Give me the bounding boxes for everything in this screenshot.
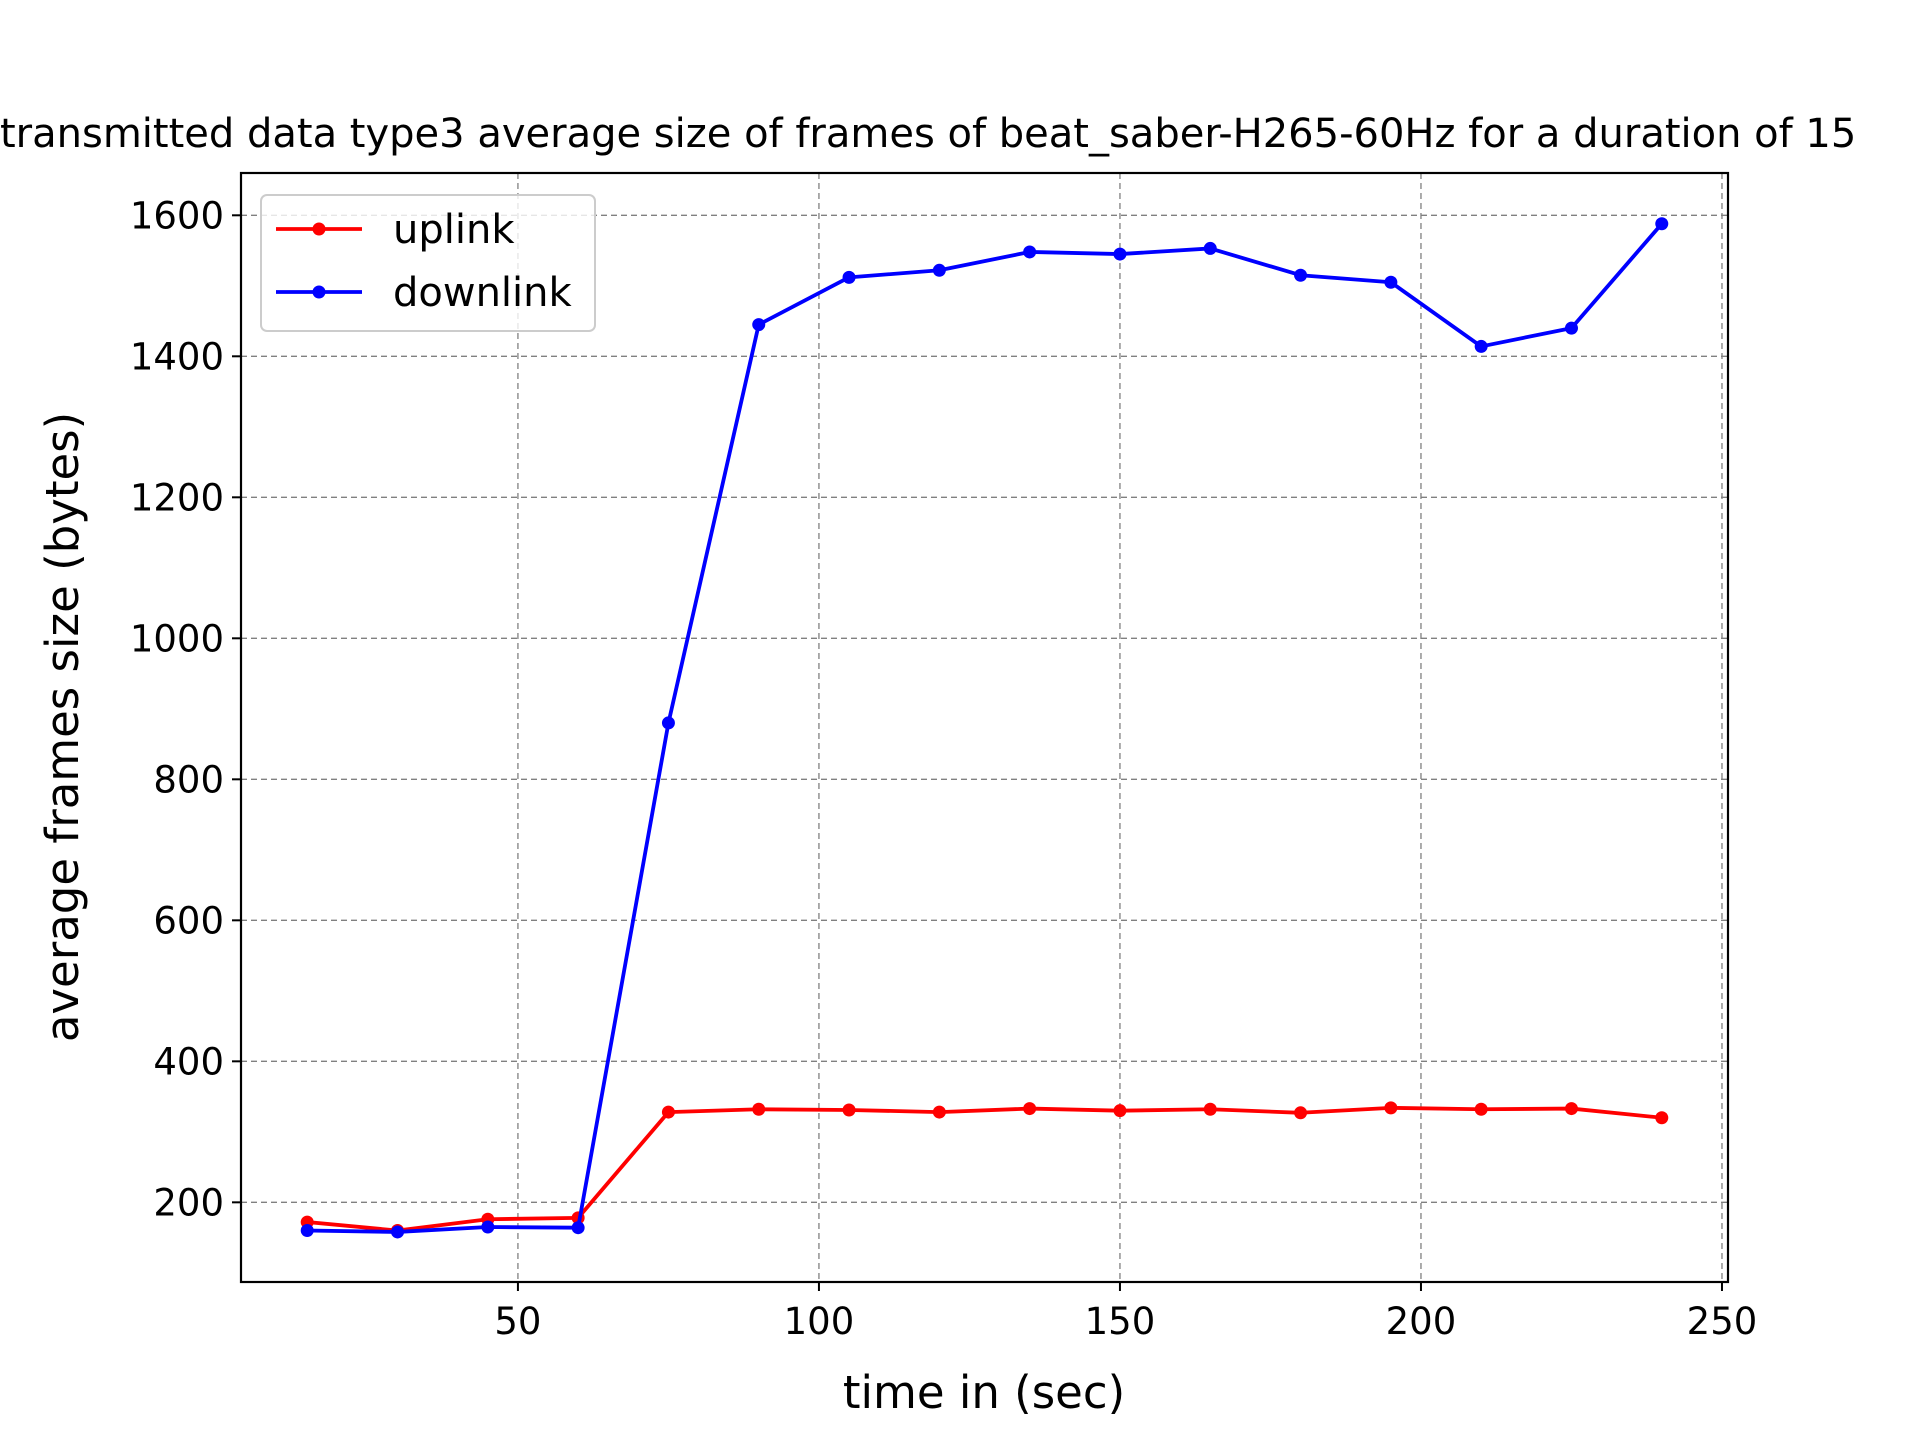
uplink-point (1474, 1102, 1488, 1116)
y-tick-label: 400 (153, 1040, 224, 1083)
downlink-point (1564, 321, 1578, 335)
uplink-point (1203, 1102, 1217, 1116)
y-tick-label: 600 (153, 899, 224, 942)
y-axis-label: average frames size (bytes) (36, 412, 89, 1042)
downlink-point (752, 318, 766, 332)
x-axis-label: time in (sec) (843, 1366, 1125, 1419)
uplink-point (932, 1105, 946, 1119)
uplink-point (1023, 1102, 1037, 1116)
downlink-point (1384, 275, 1398, 289)
downlink-point (1203, 241, 1217, 255)
uplink-point (1294, 1106, 1308, 1120)
y-tick-label: 1200 (130, 476, 224, 519)
uplink-line (305, 1105, 1664, 1233)
legend-marker-downlink (312, 285, 326, 299)
downlink-line (305, 221, 1665, 1234)
downlink-point (1023, 245, 1037, 259)
uplink-point (1655, 1111, 1669, 1125)
x-tick-label: 50 (494, 1300, 541, 1343)
uplink-point (1384, 1101, 1398, 1115)
legend-marker-uplink (312, 222, 326, 236)
downlink-point (932, 263, 946, 277)
uplink-point (842, 1103, 856, 1117)
legend-entry-uplink: uplink (276, 207, 515, 253)
x-tick-label: 250 (1687, 1300, 1758, 1343)
x-axis: 50 100 150 200 250 (494, 1282, 1757, 1343)
y-axis: 200 400 600 800 1000 1200 1400 1600 (130, 194, 241, 1224)
uplink-point (1113, 1104, 1127, 1118)
legend: uplink downlink (260, 194, 596, 332)
downlink-point (1294, 268, 1308, 282)
y-tick-label: 1000 (130, 617, 224, 660)
downlink-point (842, 270, 856, 284)
y-tick-label: 800 (153, 758, 224, 801)
downlink-point (661, 716, 675, 730)
plot-frame (239, 171, 1730, 1284)
chart-title: transmitted data type3 average size of f… (0, 111, 1856, 157)
downlink-point (300, 1224, 314, 1238)
uplink-point (1564, 1102, 1578, 1116)
legend-label-uplink: uplink (393, 207, 515, 253)
y-tick-label: 200 (153, 1181, 224, 1224)
x-tick-label: 150 (1085, 1300, 1156, 1343)
downlink-point (481, 1220, 495, 1234)
downlink-point (1113, 247, 1127, 261)
legend-label-downlink: downlink (393, 270, 573, 316)
series-downlink (300, 217, 1669, 1239)
x-tick-label: 100 (784, 1300, 855, 1343)
downlink-point (571, 1221, 585, 1235)
x-tick-label: 200 (1386, 1300, 1457, 1343)
uplink-point (752, 1102, 766, 1116)
y-tick-label: 1600 (130, 194, 224, 237)
grid (241, 173, 1728, 1282)
uplink-point (661, 1105, 675, 1119)
downlink-point (1655, 217, 1669, 231)
legend-entries: uplink downlink (276, 207, 573, 316)
y-tick-label: 1400 (130, 335, 224, 378)
downlink-point (1474, 339, 1488, 353)
series-layer (300, 217, 1669, 1239)
downlink-point (391, 1225, 405, 1239)
legend-entry-downlink: downlink (276, 270, 573, 316)
